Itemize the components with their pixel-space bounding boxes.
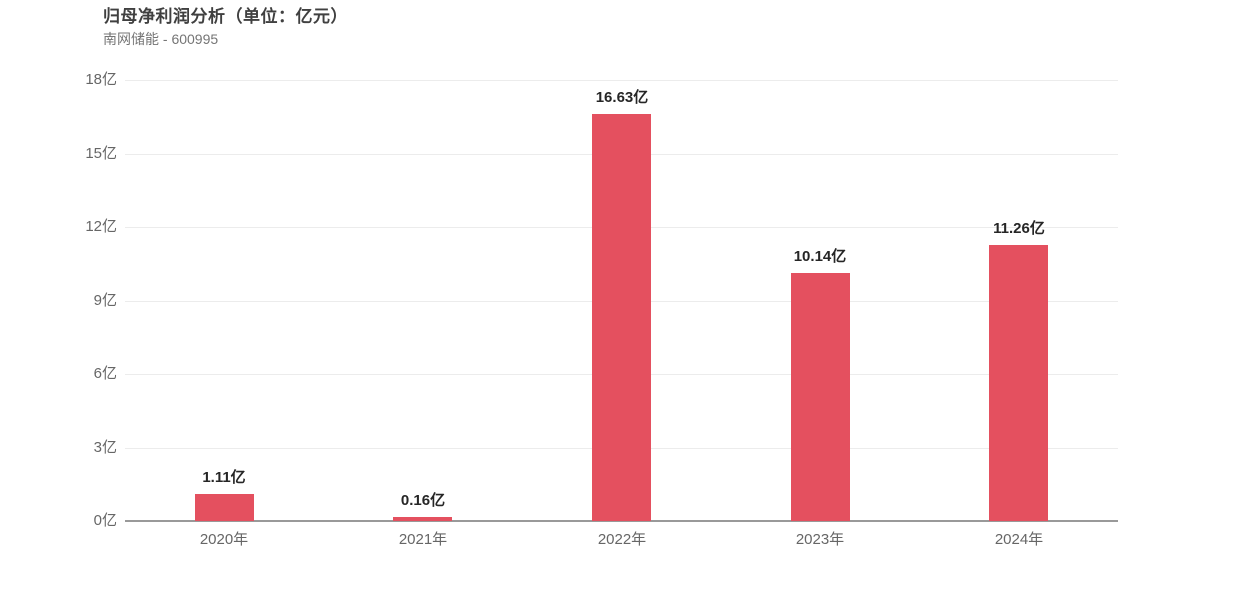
y-axis-tick-label: 15亿 (85, 145, 117, 162)
y-axis-tick-label: 6亿 (93, 365, 117, 382)
x-axis-tick-label: 2020年 (199, 531, 249, 548)
bar-2020年[interactable] (195, 494, 254, 521)
x-axis-line (125, 520, 1118, 522)
bar-2023年[interactable] (791, 273, 850, 521)
chart-title: 归母净利润分析（单位：亿元） (103, 7, 348, 26)
y-axis-tick-label: 0亿 (93, 512, 117, 529)
bar-2022年[interactable] (592, 114, 651, 521)
bar-value-label: 11.26亿 (993, 220, 1045, 237)
y-axis-tick-label: 3亿 (93, 439, 117, 456)
y-axis-tick-label: 9亿 (93, 292, 117, 309)
y-axis-tick-label: 18亿 (85, 71, 117, 88)
x-axis-tick-label: 2021年 (398, 531, 448, 548)
bar-2021年[interactable] (393, 517, 452, 521)
bar-2024年[interactable] (989, 245, 1048, 521)
x-axis-tick-label: 2023年 (795, 531, 845, 548)
gridline (125, 79, 1118, 81)
x-axis-tick-label: 2024年 (994, 531, 1044, 548)
x-axis-tick-label: 2022年 (597, 531, 647, 548)
bar-value-label: 1.11亿 (202, 469, 246, 486)
bar-value-label: 16.63亿 (595, 89, 649, 106)
y-axis-tick-label: 12亿 (85, 218, 117, 235)
bar-value-label: 10.14亿 (793, 248, 847, 265)
bar-value-label: 0.16亿 (400, 492, 446, 509)
chart-subtitle: 南网储能 - 600995 (103, 31, 219, 47)
